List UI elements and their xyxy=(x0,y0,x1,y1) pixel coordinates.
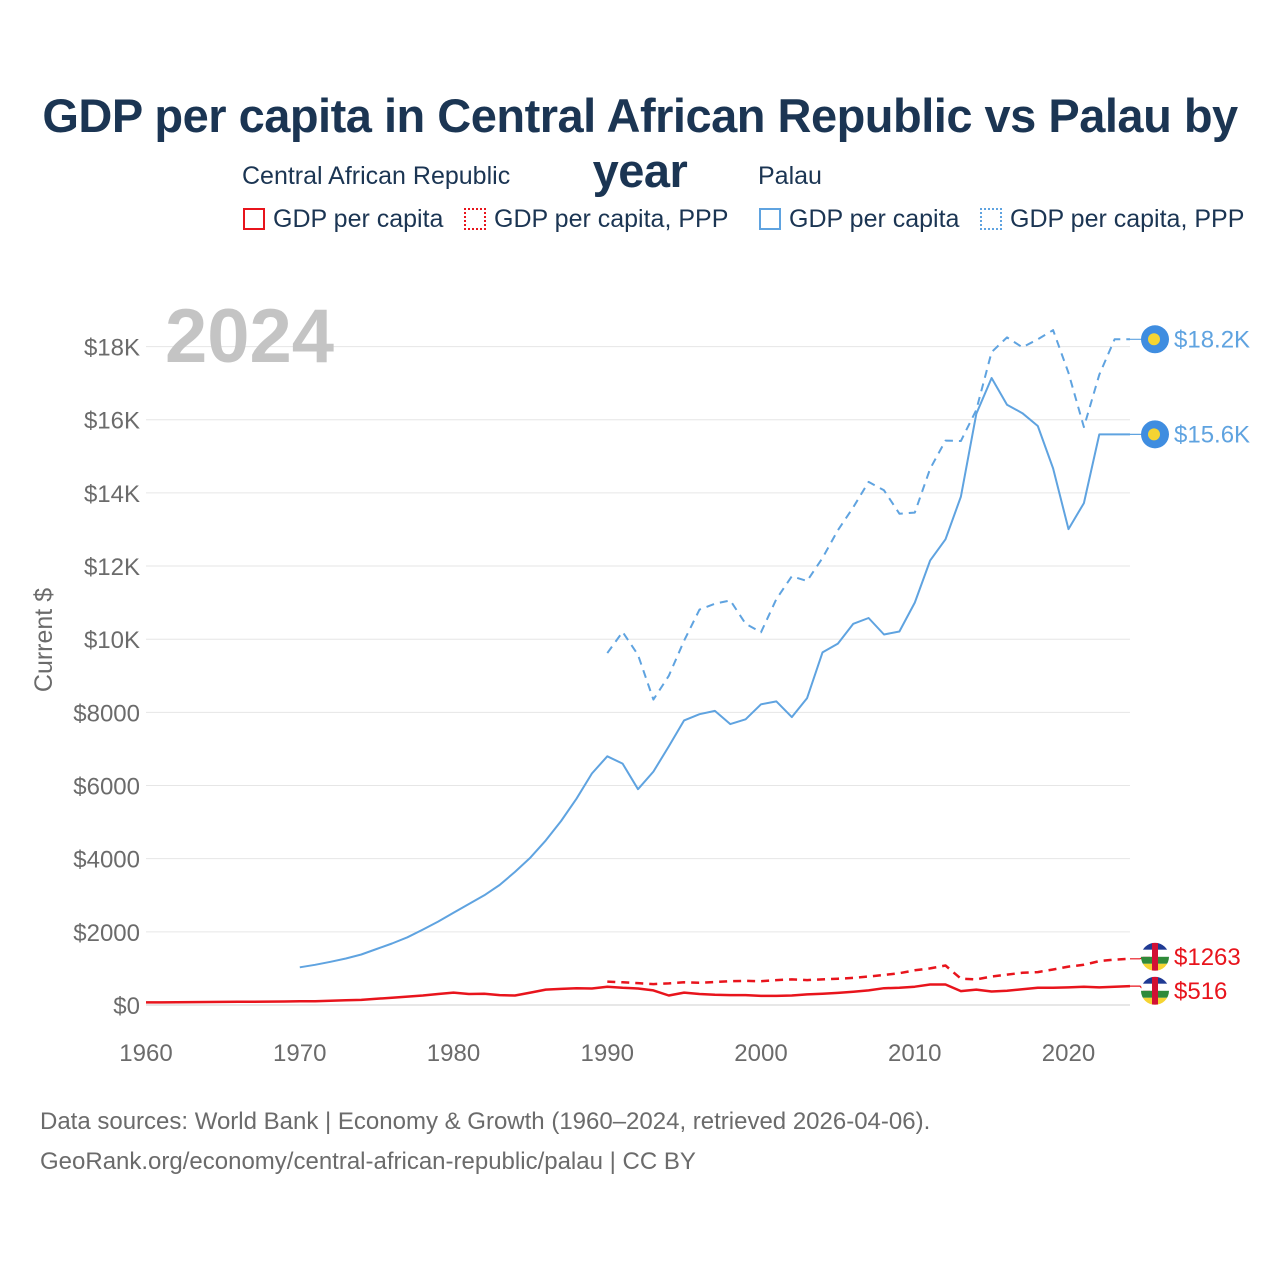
series-line-car-ppp xyxy=(607,957,1131,986)
x-tick-label-2010: 2010 xyxy=(888,1040,941,1067)
legend-label-car-ppp: GDP per capita, PPP xyxy=(494,204,729,233)
y-tick-label-8000: $8000 xyxy=(73,700,140,727)
chart-title: GDP per capita in Central African Republ… xyxy=(42,89,1238,197)
end-label-palau-gdp: $15.6K xyxy=(1174,421,1250,448)
y-tick-label-4000: $4000 xyxy=(73,847,140,874)
legend-swatch-palau-gdp xyxy=(759,208,781,230)
x-tick-label-1990: 1990 xyxy=(581,1040,634,1067)
legend-item-palau-gdp[interactable]: GDP per capita xyxy=(759,203,959,235)
y-tick-label-10000: $10K xyxy=(84,627,140,654)
footer-url[interactable]: GeoRank.org/economy/central-african-repu… xyxy=(40,1148,696,1175)
end-label-layer: $516 $1263 $15.6K $18.2K xyxy=(1130,325,1250,1005)
y-tick-label-14000: $14K xyxy=(84,481,140,508)
end-label-palau-ppp: $18.2K xyxy=(1174,326,1250,353)
y-tick-label-2000: $2000 xyxy=(73,920,140,947)
y-axis-label: Current $ xyxy=(30,588,58,692)
series-line-palau-gdp xyxy=(299,377,1130,969)
legend-swatch-palau-ppp xyxy=(980,208,1002,230)
x-tick-label-2020: 2020 xyxy=(1042,1040,1095,1067)
year-watermark: 2024 xyxy=(165,294,334,379)
y-tick-label-6000: $6000 xyxy=(73,774,140,801)
y-tick-label-16000: $16K xyxy=(84,408,140,435)
car-flag-icon xyxy=(1141,942,1169,971)
y-tick-label-18000: $18K xyxy=(84,335,140,362)
series-line-palau-ppp xyxy=(606,329,1130,701)
legend-group-car: Central African Republic xyxy=(242,162,511,190)
legend-item-palau-ppp[interactable]: GDP per capita, PPP xyxy=(980,203,1244,235)
x-tick-label-2000: 2000 xyxy=(734,1040,787,1067)
axis-layer: $0 $2000 $4000 $6000 $8000 $10K $12K $14K $16K $1… xyxy=(73,335,1130,1067)
grid-layer xyxy=(146,346,1130,1006)
end-label-car-ppp: $1263 xyxy=(1174,944,1241,971)
legend-label-palau-ppp: GDP per capita, PPP xyxy=(1010,204,1245,233)
footer-sources: Data sources: World Bank | Economy & Gro… xyxy=(40,1108,931,1135)
legend-swatch-car-gdp xyxy=(243,208,265,230)
y-tick-label-12000: $12K xyxy=(84,554,140,581)
x-tick-label-1970: 1970 xyxy=(273,1040,326,1067)
x-tick-label-1980: 1980 xyxy=(427,1040,480,1067)
legend-group-palau: Palau xyxy=(758,162,822,190)
y-tick-label-0: $0 xyxy=(113,993,140,1020)
series-line-car-gdp xyxy=(146,983,1131,1004)
legend-swatch-car-ppp xyxy=(464,208,486,230)
series-layer xyxy=(146,329,1131,1004)
legend-item-car-ppp[interactable]: GDP per capita, PPP xyxy=(464,203,728,235)
legend-item-car-gdp[interactable]: GDP per capita xyxy=(243,203,443,235)
legend-label-palau-gdp: GDP per capita xyxy=(789,204,960,233)
x-tick-label-1960: 1960 xyxy=(119,1040,172,1067)
end-label-car-gdp: $516 xyxy=(1174,978,1227,1005)
car-flag-icon xyxy=(1141,976,1169,1005)
palau-flag-moon-icon xyxy=(1148,428,1160,441)
palau-flag-moon-icon xyxy=(1148,333,1160,346)
legend-label-car-gdp: GDP per capita xyxy=(273,204,444,233)
